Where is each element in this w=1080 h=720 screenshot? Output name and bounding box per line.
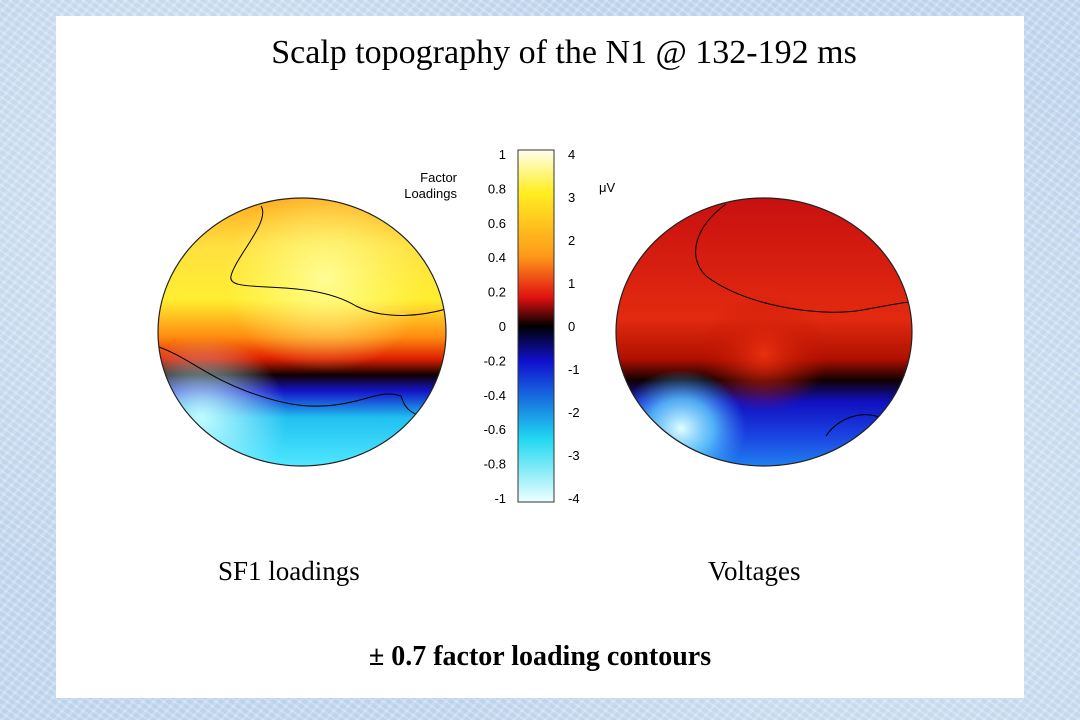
contour-line — [158, 345, 446, 422]
colorbar-right-tick: 0 — [568, 319, 575, 334]
contour-line — [825, 395, 912, 437]
slide-title: Scalp topography of the N1 @ 132-192 ms — [271, 34, 857, 71]
sf1-loadings-map — [157, 197, 447, 467]
colorbar-right-tick: -2 — [568, 405, 580, 420]
colorbar-left-tick: 0.8 — [488, 181, 506, 196]
colorbar-left-label-line1: Factor — [420, 170, 458, 185]
colorbar-right-ticks: 4 3 2 1 0 -1 -2 -3 -4 — [568, 147, 580, 506]
colorbar: Factor Loadings μV 1 0.8 0.6 0.4 0.2 0 -0.2 -0.… — [404, 147, 615, 506]
colorbar-left-tick: -0.4 — [484, 388, 506, 403]
contour-line — [230, 205, 446, 316]
colorbar-left-tick: 0.6 — [488, 216, 506, 231]
colorbar-left-tick: 0.2 — [488, 285, 506, 300]
colorbar-left-tick: 0.4 — [488, 250, 506, 265]
colorbar-right-tick: -1 — [568, 362, 580, 377]
colorbar-unit-label: μV — [599, 180, 615, 195]
caption-voltages: Voltages — [708, 556, 801, 586]
topography-figure: Factor Loadings μV 1 0.8 0.6 0.4 0.2 0 -0.2 -0.… — [157, 147, 913, 506]
caption-sf1-loadings: SF1 loadings — [218, 556, 360, 586]
voltages-map — [615, 197, 913, 467]
contour-line — [695, 203, 912, 313]
colorbar-right-tick: 4 — [568, 147, 575, 162]
slide: Scalp topography of the N1 @ 132-192 ms — [56, 16, 1024, 698]
colorbar-left-tick: 1 — [499, 147, 506, 162]
footer-note: ± 0.7 factor loading contours — [368, 641, 712, 672]
colorbar-left-tick: -0.2 — [484, 353, 506, 368]
colorbar-right-tick: 1 — [568, 276, 575, 291]
colorbar-left-tick: -1 — [494, 491, 506, 506]
colorbar-right-tick: -3 — [568, 448, 580, 463]
colorbar-right-tick: -4 — [568, 491, 580, 506]
colorbar-left-tick: -0.8 — [484, 457, 506, 472]
colorbar-left-ticks: 1 0.8 0.6 0.4 0.2 0 -0.2 -0.4 -0.6 -0.8 -1 — [484, 147, 506, 506]
colorbar-left-tick: -0.6 — [484, 422, 506, 437]
colorbar-right-tick: 2 — [568, 233, 575, 248]
colorbar-gradient — [517, 149, 555, 503]
colorbar-left-label-line2: Loadings — [404, 186, 457, 201]
colorbar-right-tick: 3 — [568, 190, 575, 205]
colorbar-left-tick: 0 — [499, 319, 506, 334]
